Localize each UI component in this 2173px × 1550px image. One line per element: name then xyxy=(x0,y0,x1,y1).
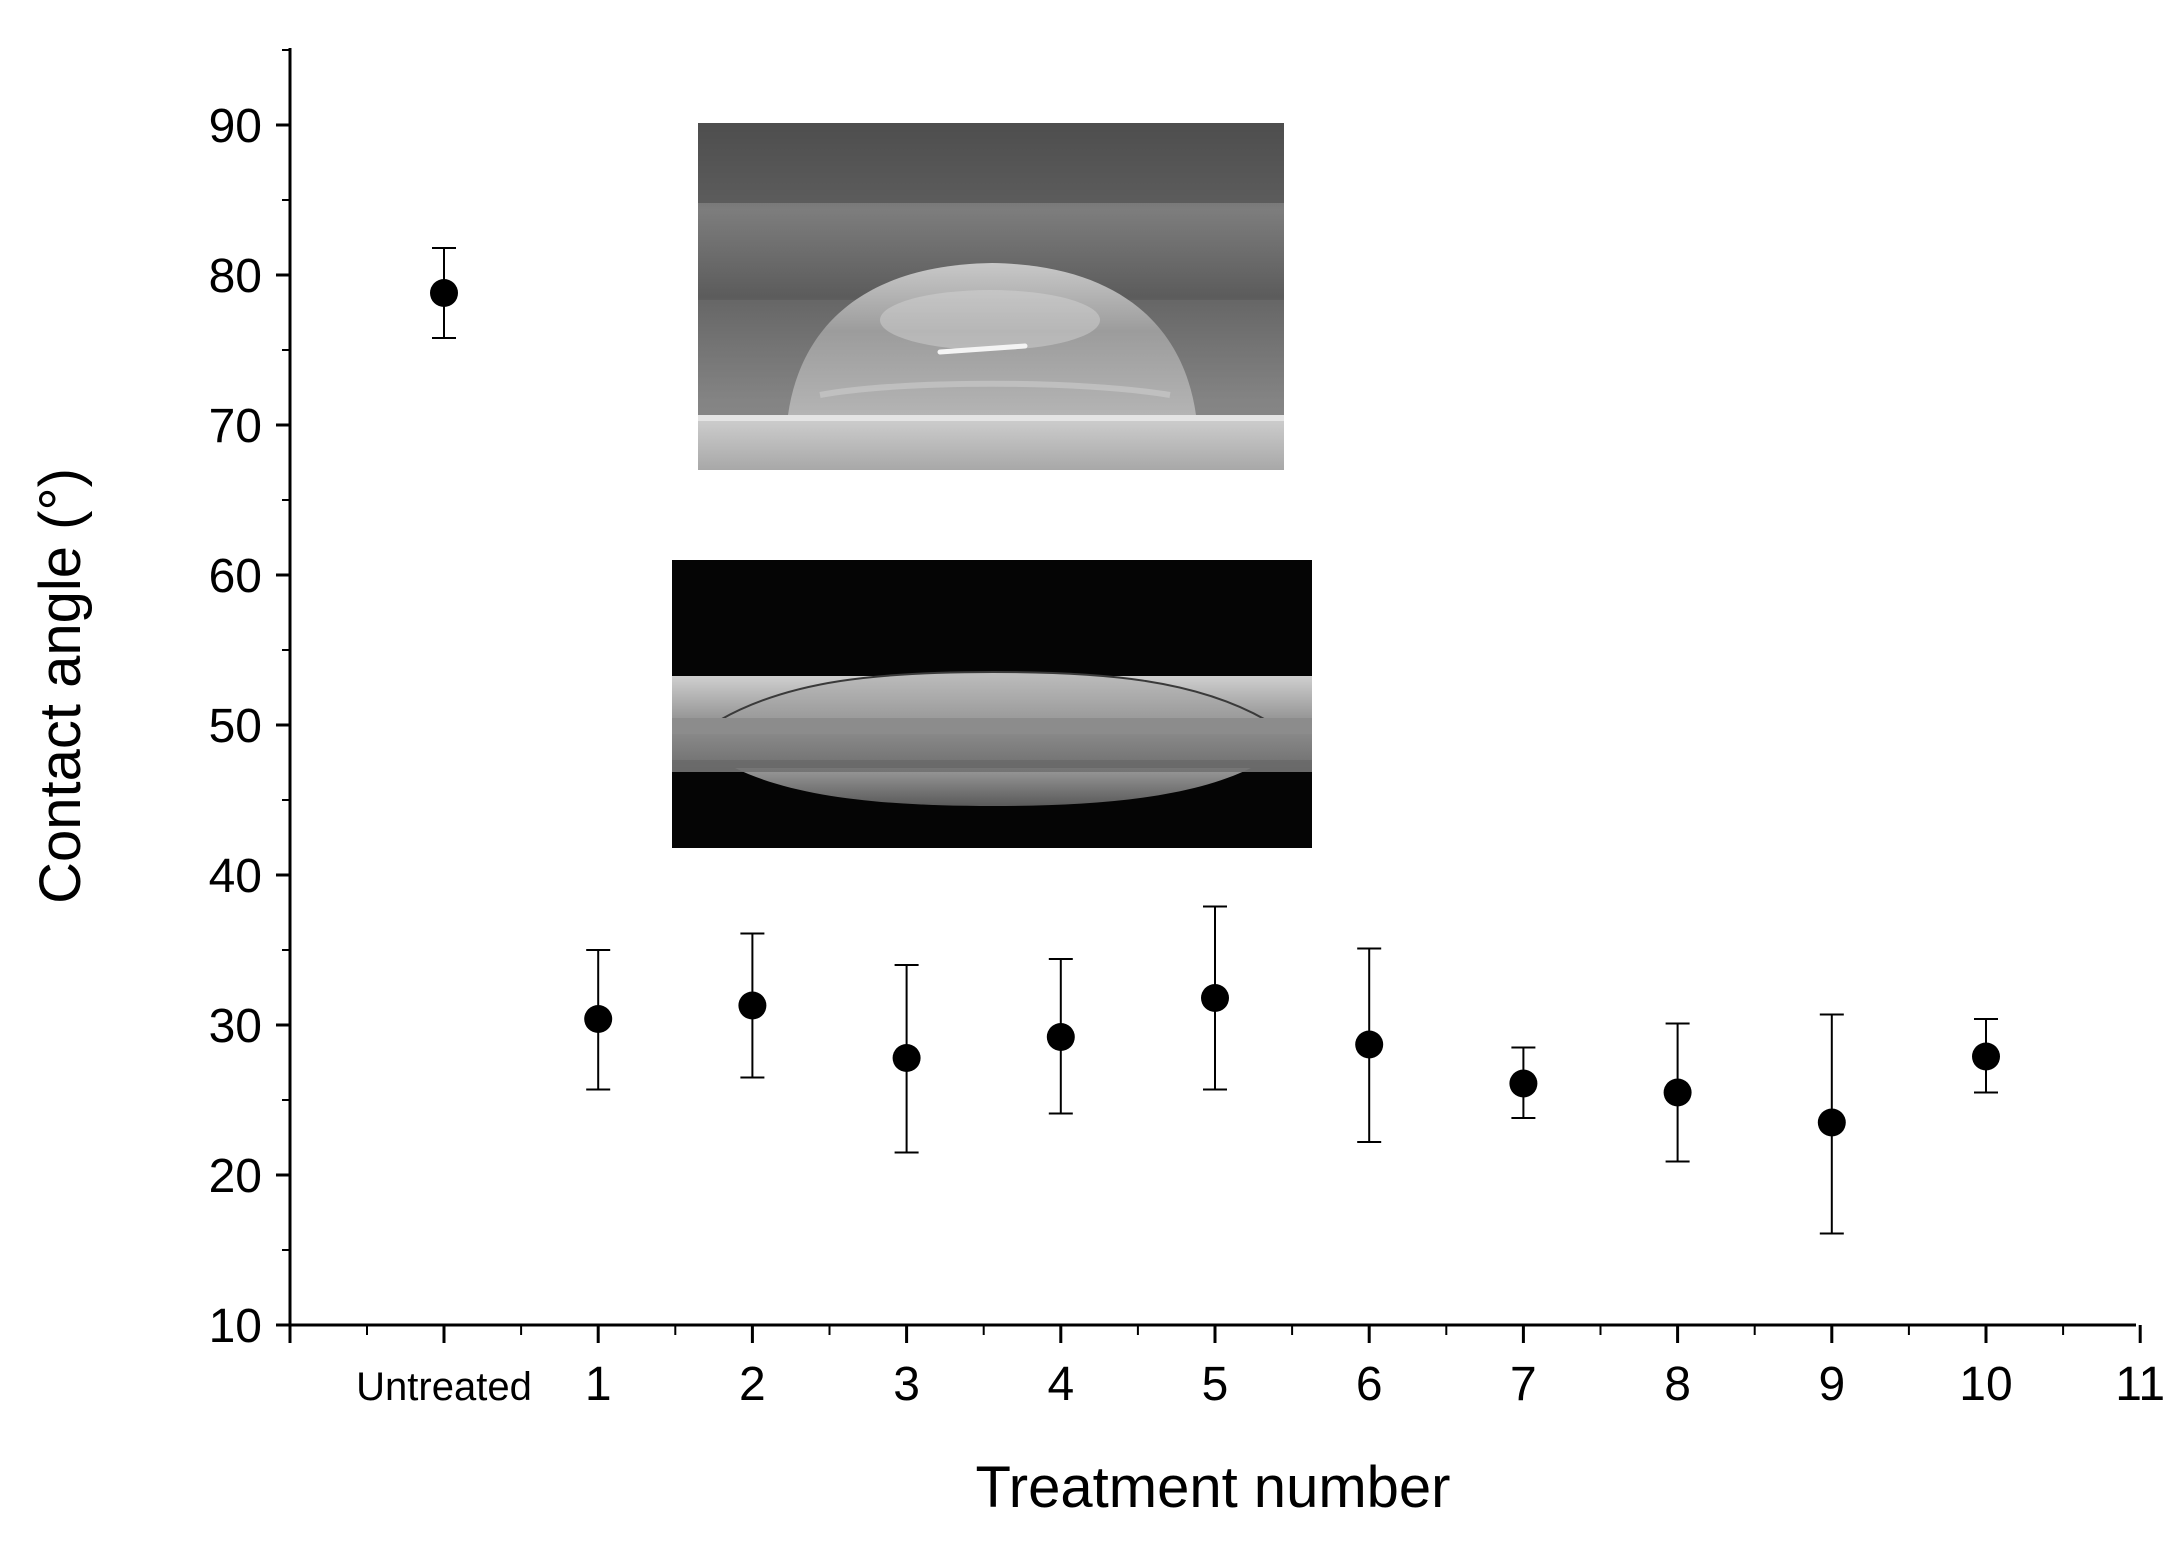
data-point xyxy=(1509,1069,1538,1098)
data-point xyxy=(584,1005,613,1033)
data-point xyxy=(738,991,767,1020)
data-point xyxy=(892,1044,921,1072)
data-point xyxy=(1046,1023,1075,1051)
y-tick-label: 20 xyxy=(209,1150,262,1203)
y-tick-label: 10 xyxy=(209,1300,262,1353)
x-tick-label: 8 xyxy=(1664,1358,1691,1411)
data-points xyxy=(430,279,2000,1137)
x-tick-label: 4 xyxy=(1047,1358,1074,1411)
y-ticks: 10 20 30 40 50 60 70 80 90 xyxy=(209,49,290,1353)
data-point xyxy=(1201,984,1229,1012)
data-point xyxy=(430,279,458,307)
x-tick-label: Untreated xyxy=(356,1365,532,1409)
inset-droplet-untreated xyxy=(698,123,1284,470)
data-point xyxy=(1972,1042,2000,1071)
x-tick-label: 11 xyxy=(2115,1358,2165,1411)
data-point xyxy=(1817,1108,1846,1137)
y-tick-label: 70 xyxy=(209,400,262,453)
y-tick-label: 90 xyxy=(209,100,262,153)
x-tick-label: 9 xyxy=(1818,1358,1845,1411)
x-axis-title: Treatment number xyxy=(976,1455,1451,1520)
x-tick-label: 5 xyxy=(1202,1358,1229,1411)
x-tick-label: 6 xyxy=(1356,1358,1383,1411)
x-tick-label: 7 xyxy=(1510,1358,1537,1411)
x-tick-label: 2 xyxy=(739,1358,766,1411)
x-tick-label: 1 xyxy=(585,1358,612,1411)
y-tick-label: 40 xyxy=(209,850,262,903)
data-point xyxy=(1663,1078,1692,1107)
y-tick-label: 80 xyxy=(209,250,262,303)
y-tick-label: 50 xyxy=(209,700,262,753)
x-tick-label: 10 xyxy=(1959,1358,2012,1411)
y-tick-label: 30 xyxy=(209,1000,262,1053)
data-point xyxy=(1355,1030,1384,1059)
x-ticks: Untreated 1 2 3 4 5 6 7 8 9 10 11 xyxy=(288,1325,2165,1411)
y-tick-label: 60 xyxy=(209,550,262,603)
inset-droplet-treated xyxy=(672,560,1312,848)
y-axis-title: Contact angle (°) xyxy=(28,468,93,904)
x-tick-label: 3 xyxy=(893,1358,920,1411)
